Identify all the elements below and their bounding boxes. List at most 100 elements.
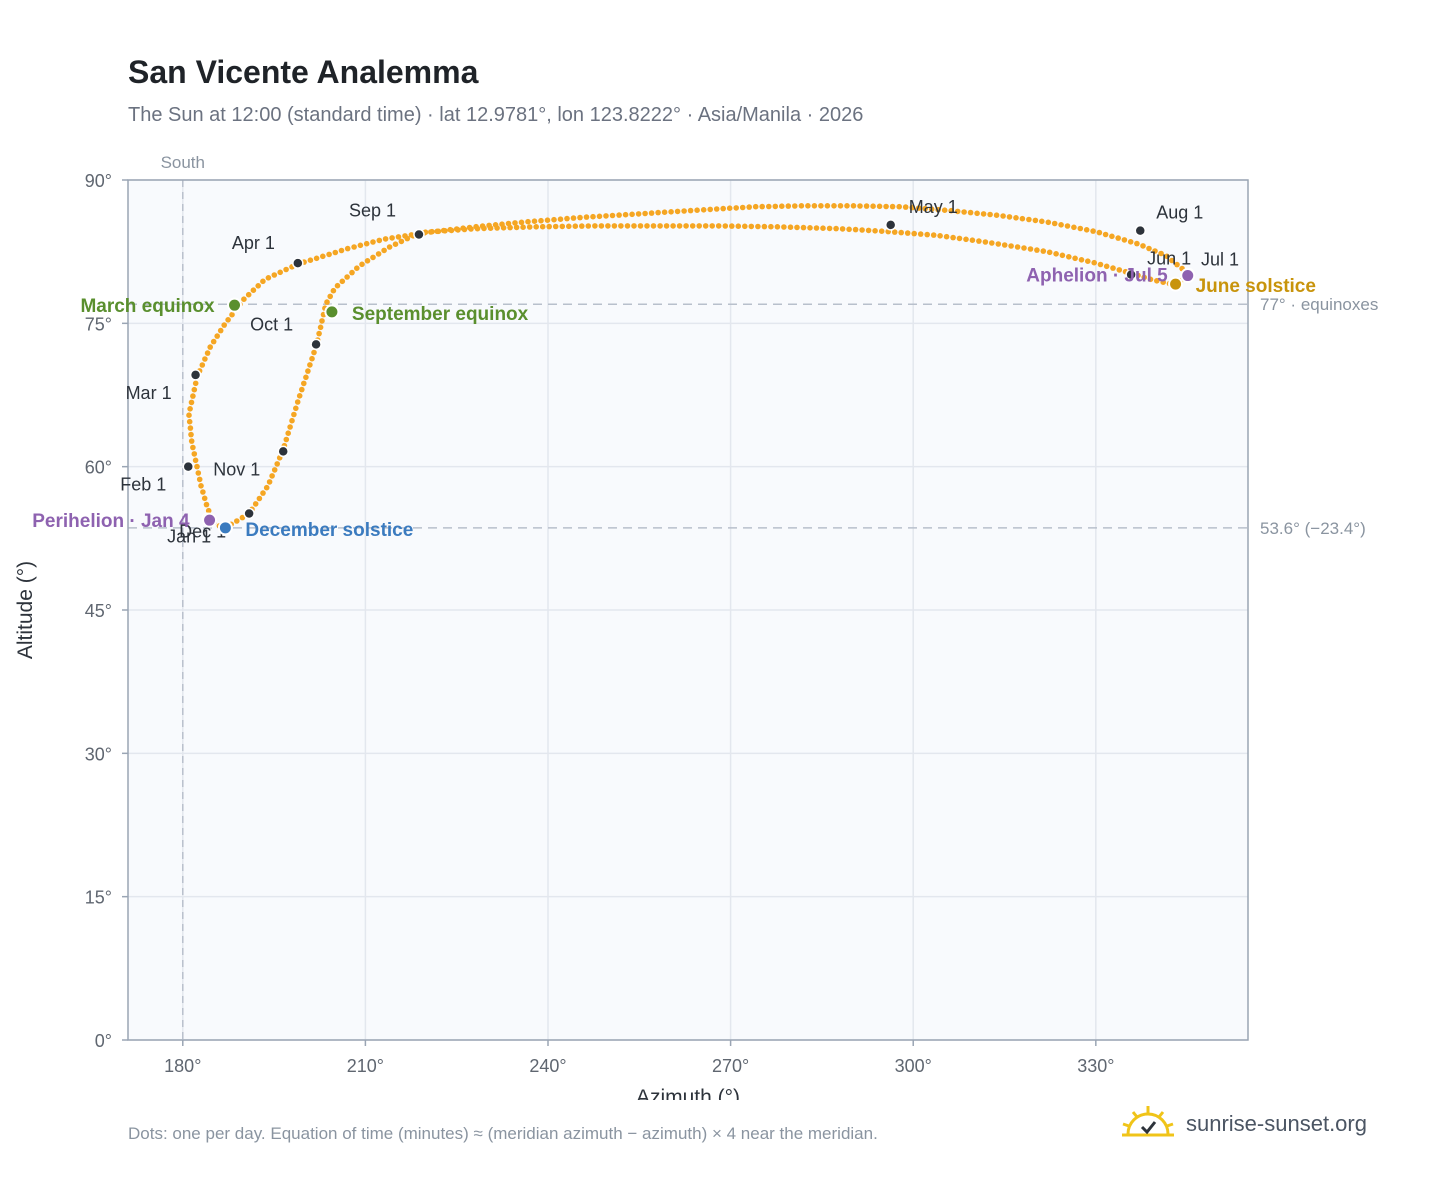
month-marker [310,338,322,351]
daily-sun-dot [293,405,299,412]
daily-sun-dot [241,296,247,303]
daily-sun-dot [1096,229,1103,236]
daily-sun-dot [870,203,876,209]
y-tick-label: 90° [85,171,112,191]
daily-sun-dot [1097,261,1104,268]
event-label: June solstice [1196,276,1316,297]
daily-sun-dot [263,484,270,491]
analemma-chart: South 77° · equinoxes 53.6° (−23.4°) 180° 2… [14,153,1378,1100]
daily-sun-dot [715,223,722,229]
daily-sun-dot [1072,255,1078,262]
daily-sun-dot [1103,263,1110,270]
chart-subtitle: The Sun at 12:00 (standard time) · lat 1… [128,104,864,126]
daily-sun-dot [344,274,350,280]
daily-sun-dot [533,224,539,230]
daily-sun-dot [255,283,261,289]
daily-sun-dot [818,203,824,209]
daily-sun-dot [461,226,468,233]
daily-sun-dot [552,223,559,230]
daily-sun-dot [196,476,203,483]
daily-sun-dot [1116,267,1123,273]
daily-sun-dot [252,501,259,507]
daily-sun-dot [364,258,371,264]
daily-sun-dot [299,386,305,393]
daily-sun-dot [518,219,525,226]
daily-sun-dot [250,287,257,294]
daily-sun-dot [844,203,850,209]
month-marker-label: May 1 [909,197,958,217]
daily-sun-dot [1045,219,1052,226]
daily-sun-dot [474,225,481,232]
daily-sun-dot [429,228,435,235]
daily-sun-dot [644,223,650,229]
daily-sun-dot [655,209,661,216]
daily-sun-dot [956,235,963,242]
daily-sun-dot [902,204,909,210]
daily-sun-dot [676,223,683,229]
daily-sun-dot [572,223,579,229]
daily-sun-dot [950,234,956,241]
daily-sun-dot [733,205,739,211]
daily-sun-dot [774,224,781,230]
daily-sun-dot [1032,217,1039,224]
daily-sun-dot [941,207,948,213]
daily-sun-dot [583,214,590,220]
daily-sun-dot [670,223,676,229]
daily-sun-dot [616,212,622,218]
daily-sun-dot [186,412,192,419]
daily-sun-dot [826,225,833,232]
daily-sun-dot [305,368,311,374]
month-marker-label: Oct 1 [250,314,293,334]
daily-sun-dot [748,223,755,230]
daily-sun-dot [982,239,989,245]
month-marker-label: Sep 1 [349,200,396,220]
daily-sun-dot [935,206,941,213]
y-tick-label: 15° [85,888,112,908]
daily-sun-dot [739,204,746,211]
daily-sun-dot [1140,243,1146,249]
event-label: March equinox [80,296,215,317]
daily-sun-dot [1115,235,1121,241]
daily-sun-dot [720,205,726,212]
daily-sun-dot [500,225,507,231]
daily-sun-dot [207,344,213,350]
month-marker [1134,224,1147,237]
daily-sun-dot [190,444,196,451]
daily-sun-dot [195,470,202,476]
month-markers: Jan 1 Feb 1 Mar 1 Apr 1 May 1 Jun 1 Jul 1 Aug 1… [120,197,1239,546]
daily-sun-dot [1164,253,1170,260]
daily-sun-dot [1078,257,1085,263]
x-tick-label: 240° [529,1056,566,1076]
daily-sun-dot [1059,252,1066,259]
daily-sun-dot [200,489,206,495]
daily-sun-dot [709,223,715,229]
daily-sun-dot [787,224,794,230]
daily-sun-dot [637,223,644,229]
brand-logo[interactable]: sunrise-sunset.org [1120,1102,1367,1146]
daily-sun-dot [674,208,681,215]
daily-sun-dot [566,223,572,230]
daily-sun-dot [296,393,303,399]
daily-sun-dot [609,212,616,219]
daily-sun-dot [398,238,405,245]
chart-title: San Vicente Analemma [128,54,479,90]
daily-sun-dot [663,223,670,229]
month-marker-label: Aug 1 [1156,203,1203,223]
event-label: Perihelion · Jan 4 [32,511,190,532]
daily-sun-dot [357,242,364,249]
daily-sun-dot [271,272,278,278]
daily-sun-dot [1102,231,1109,238]
month-marker [413,228,425,241]
daily-sun-dot [260,278,266,285]
daily-sun-dot [354,265,360,272]
daily-sun-dot [1006,214,1013,220]
daily-sun-dot [857,203,863,209]
daily-sun-dot [813,225,820,231]
daily-sun-dot [1051,220,1058,227]
daily-sun-dot [800,224,807,231]
daily-sun-dot [779,203,785,209]
daily-sun-dot [317,324,324,331]
daily-sun-dot [1091,259,1097,266]
daily-sun-dot [349,269,355,276]
daily-sun-dot [755,223,761,230]
